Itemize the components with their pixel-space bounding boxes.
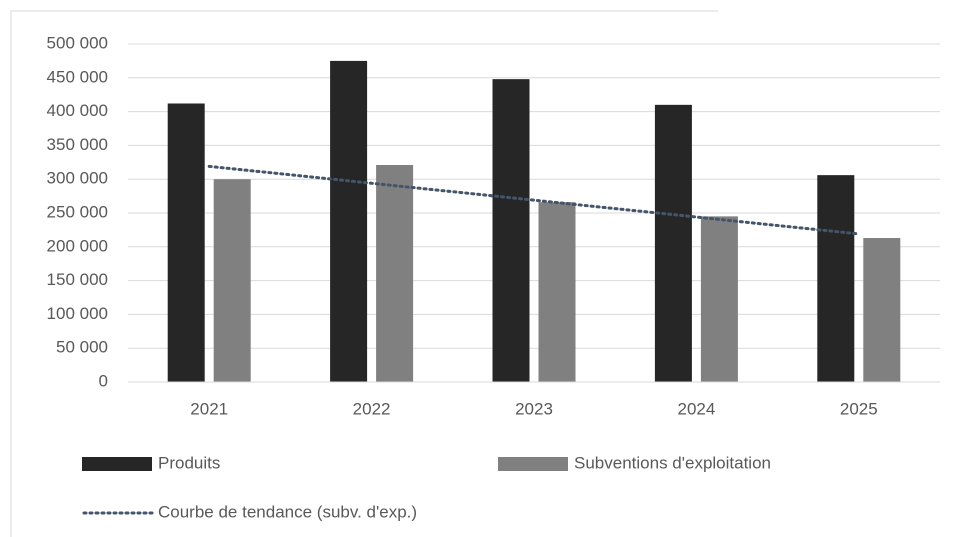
- x-tick-label: 2023: [515, 399, 553, 418]
- bar: [167, 103, 205, 382]
- legend-swatch: [498, 457, 568, 471]
- bar: [492, 79, 530, 382]
- bar: [863, 238, 901, 382]
- y-tick-label: 250 000: [47, 202, 108, 221]
- x-tick-label: 2021: [190, 399, 228, 418]
- bar: [330, 60, 368, 383]
- bar: [817, 175, 855, 382]
- bar: [376, 165, 414, 382]
- x-tick-label: 2022: [353, 399, 391, 418]
- y-tick-label: 300 000: [47, 169, 108, 188]
- y-tick-label: 0: [99, 371, 108, 390]
- y-tick-label: 450 000: [47, 67, 108, 86]
- x-tick-label: 2024: [677, 399, 715, 418]
- bar: [700, 216, 738, 382]
- legend-label: Courbe de tendance (subv. d'exp.): [158, 502, 417, 521]
- legend-label: Subventions d'exploitation: [574, 453, 771, 472]
- bar: [213, 179, 251, 382]
- y-tick-label: 150 000: [47, 270, 108, 289]
- y-tick-label: 50 000: [56, 338, 108, 357]
- y-tick-label: 350 000: [47, 135, 108, 154]
- y-tick-label: 500 000: [47, 33, 108, 52]
- x-tick-label: 2025: [840, 399, 878, 418]
- y-tick-label: 400 000: [47, 101, 108, 120]
- trendline: [207, 164, 861, 236]
- y-tick-label: 100 000: [47, 304, 108, 323]
- chart-border: [10, 10, 718, 537]
- bar: [654, 104, 692, 382]
- bar: [538, 202, 576, 382]
- legend-label: Produits: [158, 453, 220, 472]
- legend-swatch: [82, 457, 152, 471]
- y-tick-label: 200 000: [47, 236, 108, 255]
